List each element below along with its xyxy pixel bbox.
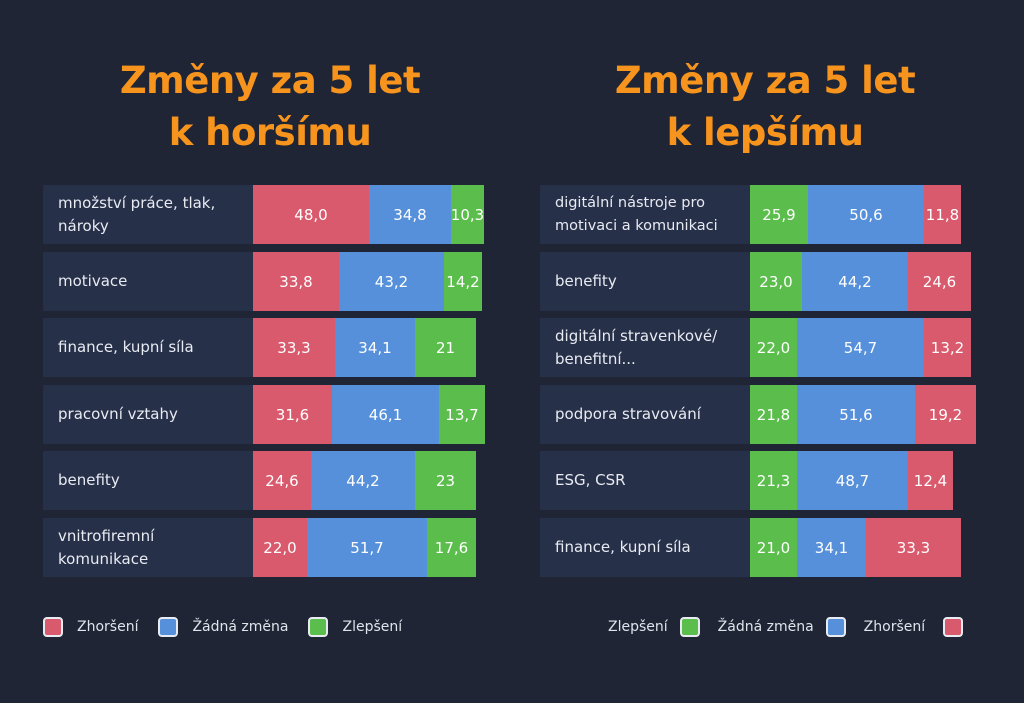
row-label: podpora stravování: [540, 385, 750, 444]
right-row: podpora stravování 21,8 51,6 19,2: [0, 385, 1024, 444]
legend-swatch-zhorseni: [43, 617, 63, 637]
left-legend: Zhoršení Žádná změna Zlepšení: [43, 617, 402, 637]
right-row: digitální nástroje pro motivaci a komuni…: [0, 185, 1024, 244]
segment-zlepseni: 21: [415, 318, 476, 377]
segment-zhorseni: 24,6: [908, 252, 971, 311]
segment-zhorseni: 33,8: [253, 252, 339, 311]
row-label: finance, kupní síla: [43, 318, 253, 377]
segment-zadna-zmena: 34,1: [335, 318, 415, 377]
legend-label: Zlepšení: [342, 619, 403, 635]
left-row: motivace 33,8 43,2 14,2: [0, 252, 520, 311]
segment-zhorseni: 31,6: [253, 385, 332, 444]
left-title-line1: Změny za 5 let: [119, 59, 421, 102]
segment-zlepseni: 10,3: [451, 185, 484, 244]
legend-label: Zhoršení: [77, 619, 139, 635]
segment-zlepseni: 23,0: [750, 252, 802, 311]
row-label: pracovní vztahy: [43, 385, 253, 444]
right-chart-title: Změny za 5 let k lepšímu: [535, 55, 995, 159]
segment-zadna-zmena: 44,2: [311, 451, 415, 510]
right-title-line1: Změny za 5 let: [614, 59, 916, 102]
segment-zlepseni: 22,0: [750, 318, 797, 377]
segment-zlepseni: 21,8: [750, 385, 797, 444]
segment-zhorseni: 33,3: [866, 518, 961, 577]
legend-swatch-zadna-zmena: [158, 617, 179, 637]
segment-zadna-zmena: 34,8: [369, 185, 451, 244]
segment-zadna-zmena: 34,1: [797, 518, 866, 577]
segment-zlepseni: 21,0: [750, 518, 797, 577]
right-row: ESG, CSR 21,3 48,7 12,4: [0, 451, 1024, 510]
segment-zhorseni: 12,4: [908, 451, 953, 510]
legend-label: Zhoršení: [863, 619, 926, 635]
segment-zlepseni: 17,6: [427, 518, 476, 577]
segment-zadna-zmena: 48,7: [797, 451, 908, 510]
row-label: benefity: [43, 451, 253, 510]
legend-swatch-zlepseni: [679, 617, 700, 637]
segment-zhorseni: 48,0: [253, 185, 369, 244]
left-row: vnitrofiremní komunikace 22,0 51,7 17,6: [0, 518, 520, 577]
row-label: ESG, CSR: [540, 451, 750, 510]
legend-label: Žádná změna: [192, 619, 289, 635]
legend-label: Žádná změna: [717, 619, 814, 635]
segment-zhorseni: 19,2: [915, 385, 976, 444]
legend-swatch-zhorseni: [943, 617, 964, 637]
legend-swatch-zlepseni: [308, 617, 329, 637]
row-label: vnitrofiremní komunikace: [43, 518, 253, 577]
row-label: benefity: [540, 252, 750, 311]
row-label: finance, kupní síla: [540, 518, 750, 577]
row-label: množství práce, tlak, nároky: [43, 185, 253, 244]
segment-zhorseni: 11,8: [924, 185, 961, 244]
row-label: motivace: [43, 252, 253, 311]
segment-zlepseni: 21,3: [750, 451, 797, 510]
left-title-line2: k horšímu: [168, 111, 372, 154]
segment-zhorseni: 22,0: [253, 518, 307, 577]
segment-zadna-zmena: 51,7: [307, 518, 427, 577]
row-label: digitální stravenkové/ benefitní...: [540, 318, 750, 377]
segment-zadna-zmena: 46,1: [332, 385, 439, 444]
legend-swatch-zadna-zmena: [825, 617, 846, 637]
legend-label: Zlepšení: [608, 619, 668, 635]
right-row: benefity 23,0 44,2 24,6: [0, 252, 1024, 311]
right-row: finance, kupní síla 21,0 34,1 33,3: [0, 518, 1024, 577]
segment-zhorseni: 13,2: [924, 318, 971, 377]
left-row: finance, kupní síla 33,3 34,1 21: [0, 318, 520, 377]
right-title-line2: k lepšímu: [666, 111, 864, 154]
segment-zlepseni: 13,7: [439, 385, 485, 444]
segment-zhorseni: 24,6: [253, 451, 311, 510]
left-row: pracovní vztahy 31,6 46,1 13,7: [0, 385, 520, 444]
segment-zlepseni: 14,2: [444, 252, 482, 311]
left-row: množství práce, tlak, nároky 48,0 34,8 1…: [0, 185, 520, 244]
right-legend: Zlepšení Žádná změna Zhoršení: [608, 617, 964, 637]
segment-zadna-zmena: 43,2: [339, 252, 444, 311]
segment-zlepseni: 23: [415, 451, 476, 510]
right-row: digitální stravenkové/ benefitní... 22,0…: [0, 318, 1024, 377]
segment-zadna-zmena: 44,2: [802, 252, 908, 311]
row-label: digitální nástroje pro motivaci a komuni…: [540, 185, 750, 244]
segment-zadna-zmena: 54,7: [797, 318, 924, 377]
segment-zlepseni: 25,9: [750, 185, 808, 244]
segment-zadna-zmena: 50,6: [808, 185, 924, 244]
left-row: benefity 24,6 44,2 23: [0, 451, 520, 510]
left-chart-title: Změny za 5 let k horšímu: [40, 55, 500, 159]
segment-zhorseni: 33,3: [253, 318, 335, 377]
segment-zadna-zmena: 51,6: [797, 385, 915, 444]
